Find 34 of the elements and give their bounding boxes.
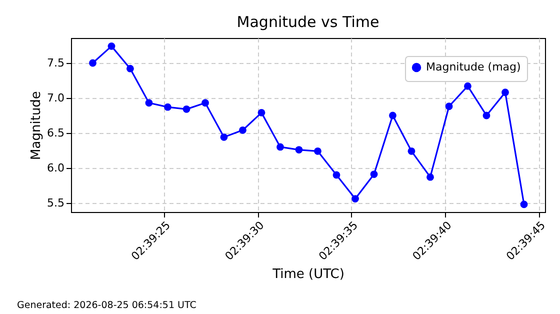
text: Generated: 2026-08-25 06:54:51 UTC bbox=[17, 300, 197, 311]
point bbox=[276, 143, 284, 151]
point bbox=[482, 112, 490, 120]
point bbox=[164, 103, 172, 111]
legend-label: Magnitude (mag) bbox=[426, 60, 521, 74]
y-tick-label: 7.0 bbox=[47, 91, 64, 104]
chart-title: Magnitude vs Time bbox=[236, 13, 380, 31]
point bbox=[89, 59, 96, 67]
y-tick-label: 6.5 bbox=[47, 126, 64, 140]
y-tick-label: 5.5 bbox=[47, 196, 64, 210]
point bbox=[108, 42, 116, 50]
point bbox=[145, 99, 153, 107]
point bbox=[239, 126, 246, 134]
point bbox=[426, 173, 434, 181]
y-tick-label: 6.0 bbox=[47, 161, 64, 174]
point bbox=[126, 64, 134, 72]
y-tick-label: 7.5 bbox=[47, 56, 64, 70]
point bbox=[520, 200, 528, 208]
point bbox=[258, 108, 266, 116]
point bbox=[389, 112, 396, 120]
point bbox=[295, 146, 303, 154]
point bbox=[220, 133, 228, 141]
x-axis-title: Time (UTC) bbox=[272, 267, 344, 282]
point bbox=[445, 102, 453, 110]
point bbox=[370, 170, 378, 178]
y-axis-title: Magnitude bbox=[29, 91, 44, 160]
point bbox=[332, 171, 340, 179]
point bbox=[464, 82, 472, 90]
point bbox=[408, 147, 416, 155]
point bbox=[352, 195, 359, 202]
point bbox=[182, 105, 190, 113]
point bbox=[314, 147, 322, 155]
point bbox=[502, 88, 509, 96]
point bbox=[202, 99, 209, 107]
